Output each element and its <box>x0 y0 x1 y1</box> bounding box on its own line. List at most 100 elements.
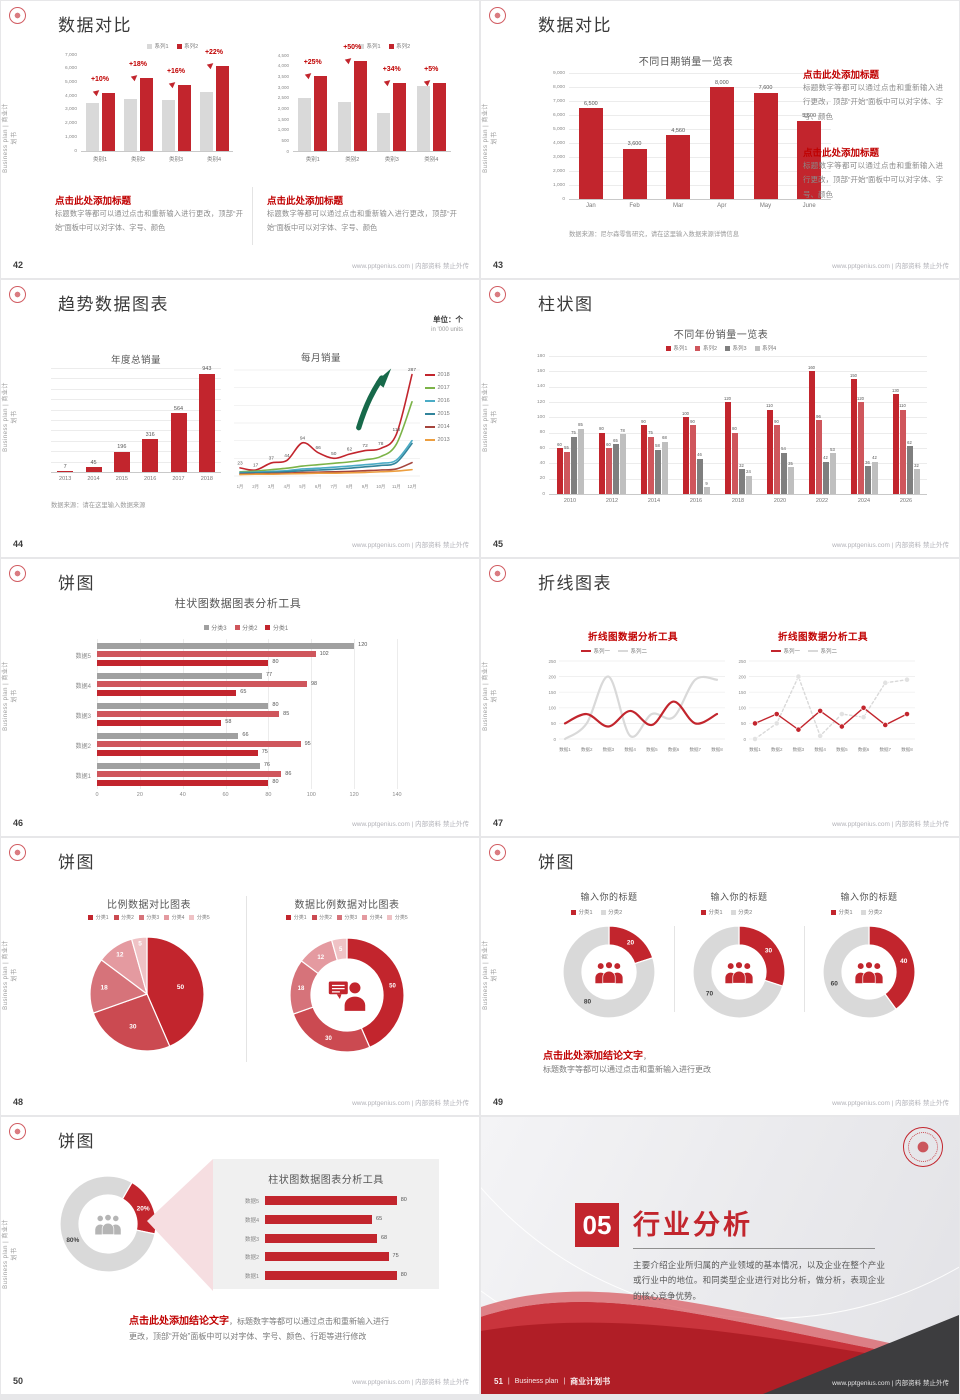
x-axis-tick: 40 <box>179 792 186 798</box>
bar-value: 943 <box>202 366 212 373</box>
bar <box>97 719 222 726</box>
placeholder-paragraph: 标题数字等都可以通过点击和重新输入进行更改，顶部“开始”面板中可以对字体、字号、… <box>803 83 943 121</box>
y-axis-tick: 0 <box>74 148 77 154</box>
bar <box>850 379 857 494</box>
svg-text:78: 78 <box>378 441 384 447</box>
category-label: 类别1 <box>92 157 108 163</box>
legend: 分类1 分类2 <box>831 908 882 916</box>
legend-swatch-icon <box>730 909 736 915</box>
bar <box>703 487 710 494</box>
footer-left: 51 | Business plan | 商业计划书 <box>494 1376 610 1387</box>
legend: 系列1 系列2 <box>359 42 410 50</box>
legend-item: 2017 <box>425 385 450 391</box>
bar-value: 130 <box>892 387 899 393</box>
seal-logo-icon <box>489 7 506 24</box>
legend-swatch-icon <box>359 43 364 49</box>
legend: 系列1 系列2 系列3 系列4 <box>601 344 841 352</box>
up-arrow-icon <box>92 88 101 97</box>
bar-value: 90 <box>690 418 695 424</box>
svg-text:数据7: 数据7 <box>690 746 702 753</box>
conclusion-heading: 点击此处添加结论文字，标题数字等都可以通过点击和重新输入进行 <box>129 1311 459 1329</box>
bar-value: 80 <box>272 702 279 708</box>
bar <box>97 659 269 666</box>
bar-value: 58 <box>225 719 232 725</box>
conclusion-paragraph: 标题数字等都可以通过点击和重新输入进行更改 <box>543 1065 711 1074</box>
bar-value: 98 <box>311 680 318 687</box>
legend-label: 2017 <box>437 385 450 391</box>
row-label: 数据3 <box>75 713 91 720</box>
bar-value: 75 <box>261 749 268 755</box>
gridline <box>569 115 831 116</box>
svg-text:150: 150 <box>548 690 556 695</box>
donut-chart: 30 70 <box>691 924 787 1020</box>
legend-item: 分类5 <box>189 914 210 921</box>
row-label: 数据5 <box>244 1198 259 1205</box>
legend-item: 分类3 <box>336 914 357 921</box>
category-label: 类别3 <box>384 157 399 163</box>
zoom-cone-shape <box>147 1159 213 1291</box>
y-axis-tick: 9,000 <box>552 70 565 76</box>
bar-value: 36 <box>865 459 870 465</box>
y-axis-tick: 2,000 <box>64 121 77 127</box>
gridline <box>549 417 927 419</box>
gridline <box>569 129 831 130</box>
legend-item: 系列1 <box>359 42 381 50</box>
chart-title: 比例数据对比图表 <box>107 900 191 911</box>
legend-swatch-icon <box>234 625 240 630</box>
bar-value: 160 <box>808 364 815 370</box>
gridline <box>549 448 927 449</box>
bar <box>682 417 689 494</box>
up-arrow-icon <box>305 71 314 80</box>
bar-value: 78 <box>620 427 625 433</box>
page-number: 48 <box>13 1097 24 1107</box>
bar-value: 85 <box>283 710 290 717</box>
footer-text: www.pptgenius.com | 内部资料 禁止外传 <box>352 1379 469 1386</box>
page-number: 44 <box>13 539 24 549</box>
svg-text:50: 50 <box>389 984 396 990</box>
divider <box>804 926 805 1012</box>
legend-item: 系列二 <box>618 647 647 655</box>
seal-logo-icon <box>903 1127 943 1167</box>
sidebar-vertical-text: Business plan | 商业计划书 <box>3 1219 18 1289</box>
legend-swatch-icon <box>581 650 591 652</box>
legend-label: 系列1 <box>154 44 169 50</box>
line-chart: 0 50 100 150 200 250 数据1 数据2 数据3 数据4 数据5 数据6 数据7 数据8 <box>731 657 915 753</box>
bar-value: 80 <box>400 1272 407 1279</box>
plot-area: 7 45 196 316 564 943 <box>51 366 221 473</box>
add-title-heading: 点击此处添加标题 <box>803 70 880 81</box>
bar <box>198 373 215 472</box>
legend-label: 分类2 <box>738 910 753 916</box>
svg-text:50: 50 <box>177 984 185 991</box>
legend-label: 分类5 <box>394 915 408 921</box>
legend-swatch-icon <box>113 915 119 920</box>
legend-item: 系列1 <box>147 42 169 50</box>
bar <box>265 1214 373 1224</box>
slide-title: 饼图 <box>58 1132 95 1151</box>
gridline <box>311 639 313 789</box>
svg-text:23: 23 <box>237 460 243 466</box>
bar-value: 75 <box>392 1253 399 1260</box>
y-axis-tick: 0 <box>286 148 289 154</box>
legend-swatch-icon <box>571 909 576 915</box>
svg-text:12月: 12月 <box>407 484 416 490</box>
placeholder-paragraph: 标题数字等都可以通过点击和重新输入进行更改，顶部“开始”面板中可以对字体、字号、… <box>267 209 457 232</box>
bar <box>97 749 258 756</box>
bar-value: 5,600 <box>802 113 817 120</box>
donut-chart: 20 80 <box>561 924 657 1020</box>
bar <box>265 1233 377 1243</box>
svg-text:数据2: 数据2 <box>771 746 783 753</box>
svg-text:4月: 4月 <box>284 484 291 490</box>
chart-title: 数据比例数据对比图表 <box>294 900 400 911</box>
legend-label: 系列2 <box>184 44 199 50</box>
gridline <box>51 368 221 369</box>
bar <box>745 475 752 494</box>
legend-label: 分类1 <box>293 915 307 921</box>
svg-text:50: 50 <box>741 721 747 726</box>
bar <box>857 402 864 494</box>
bar-value: 120 <box>358 642 368 648</box>
sidebar-vertical-text: Business plan | 商业计划书 <box>483 940 498 1010</box>
gridline <box>549 432 927 434</box>
legend-item: 分类3 <box>203 623 227 632</box>
svg-text:287: 287 <box>408 367 416 373</box>
